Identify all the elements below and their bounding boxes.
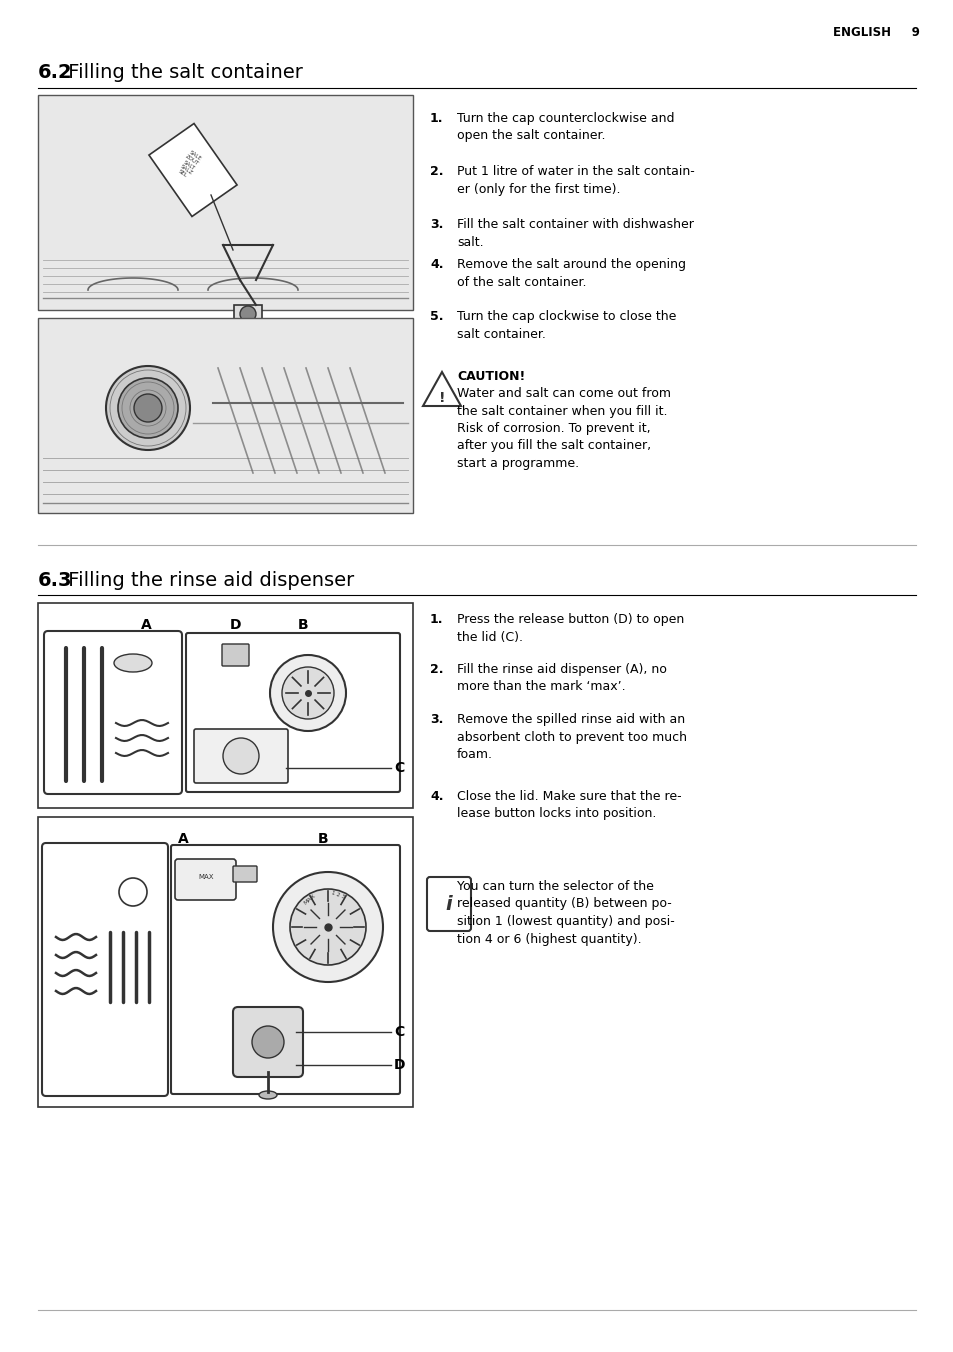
Circle shape bbox=[118, 379, 178, 438]
Text: Turn the cap counterclockwise and
open the salt container.: Turn the cap counterclockwise and open t… bbox=[456, 112, 674, 142]
FancyBboxPatch shape bbox=[38, 318, 413, 512]
Text: Water and salt can come out from
the salt container when you fill it.
Risk of co: Water and salt can come out from the sal… bbox=[456, 387, 670, 470]
FancyBboxPatch shape bbox=[44, 631, 182, 794]
Text: D: D bbox=[394, 1059, 405, 1072]
Text: 2.: 2. bbox=[430, 662, 443, 676]
Circle shape bbox=[290, 890, 366, 965]
Text: Close the lid. Make sure that the re-
lease button locks into position.: Close the lid. Make sure that the re- le… bbox=[456, 790, 680, 821]
Text: A: A bbox=[140, 618, 152, 631]
FancyBboxPatch shape bbox=[38, 95, 413, 310]
Circle shape bbox=[252, 1026, 284, 1059]
FancyBboxPatch shape bbox=[222, 644, 249, 667]
FancyBboxPatch shape bbox=[233, 306, 262, 323]
Text: CAUTION!: CAUTION! bbox=[456, 370, 525, 383]
Text: !: ! bbox=[438, 391, 445, 406]
Text: Fill the rinse aid dispenser (A), no
more than the mark ‘max’.: Fill the rinse aid dispenser (A), no mor… bbox=[456, 662, 666, 694]
Text: B: B bbox=[317, 831, 328, 846]
Ellipse shape bbox=[258, 1091, 276, 1099]
Text: 2.: 2. bbox=[430, 165, 443, 178]
Text: Press the release button (D) to open
the lid (C).: Press the release button (D) to open the… bbox=[456, 612, 683, 644]
Circle shape bbox=[273, 872, 382, 982]
Text: C: C bbox=[394, 1025, 404, 1038]
Polygon shape bbox=[422, 372, 460, 406]
Text: Filling the salt container: Filling the salt container bbox=[62, 62, 302, 81]
Text: 6.3: 6.3 bbox=[38, 571, 72, 589]
FancyBboxPatch shape bbox=[427, 877, 471, 932]
Text: Remove the spilled rinse aid with an
absorbent cloth to prevent too much
foam.: Remove the spilled rinse aid with an abs… bbox=[456, 713, 686, 761]
Polygon shape bbox=[149, 123, 236, 216]
Text: You can turn the selector of the
released quantity (B) between po-
sition 1 (low: You can turn the selector of the release… bbox=[456, 880, 674, 945]
Circle shape bbox=[282, 667, 334, 719]
Text: C: C bbox=[394, 761, 404, 775]
FancyBboxPatch shape bbox=[38, 603, 413, 808]
Text: 1 2 3: 1 2 3 bbox=[331, 890, 345, 899]
FancyBboxPatch shape bbox=[186, 633, 399, 792]
Text: 5.: 5. bbox=[430, 310, 443, 323]
FancyBboxPatch shape bbox=[174, 859, 235, 900]
FancyBboxPatch shape bbox=[193, 729, 288, 783]
FancyBboxPatch shape bbox=[42, 844, 168, 1096]
FancyBboxPatch shape bbox=[171, 845, 399, 1094]
Text: MAX: MAX bbox=[303, 892, 316, 906]
Text: Remove the salt around the opening
of the salt container.: Remove the salt around the opening of th… bbox=[456, 258, 685, 288]
Text: SALE
ZOUT
SALT
SALZ
SEL: SALE ZOUT SALT SALZ SEL bbox=[175, 150, 203, 180]
Text: Fill the salt container with dishwasher
salt.: Fill the salt container with dishwasher … bbox=[456, 218, 693, 249]
Text: D: D bbox=[230, 618, 241, 631]
FancyBboxPatch shape bbox=[38, 817, 413, 1107]
Text: ENGLISH     9: ENGLISH 9 bbox=[832, 26, 919, 38]
Circle shape bbox=[240, 306, 255, 322]
Ellipse shape bbox=[113, 654, 152, 672]
FancyBboxPatch shape bbox=[233, 1007, 303, 1078]
Text: 4.: 4. bbox=[430, 258, 443, 270]
Text: 3.: 3. bbox=[430, 713, 443, 726]
Circle shape bbox=[133, 393, 162, 422]
Circle shape bbox=[106, 366, 190, 450]
FancyBboxPatch shape bbox=[233, 867, 256, 882]
Text: Put 1 litre of water in the salt contain-
er (only for the first time).: Put 1 litre of water in the salt contain… bbox=[456, 165, 694, 196]
Circle shape bbox=[223, 738, 258, 773]
Text: 6.2: 6.2 bbox=[38, 62, 72, 81]
Circle shape bbox=[270, 654, 346, 731]
Text: 1.: 1. bbox=[430, 612, 443, 626]
Text: A: A bbox=[177, 831, 188, 846]
Text: B: B bbox=[297, 618, 308, 631]
Text: MAX: MAX bbox=[198, 873, 213, 880]
Text: i: i bbox=[445, 895, 452, 914]
Text: 4.: 4. bbox=[430, 790, 443, 803]
Text: 1.: 1. bbox=[430, 112, 443, 124]
Text: Turn the cap clockwise to close the
salt container.: Turn the cap clockwise to close the salt… bbox=[456, 310, 676, 341]
Text: Filling the rinse aid dispenser: Filling the rinse aid dispenser bbox=[62, 571, 354, 589]
Text: 3.: 3. bbox=[430, 218, 443, 231]
